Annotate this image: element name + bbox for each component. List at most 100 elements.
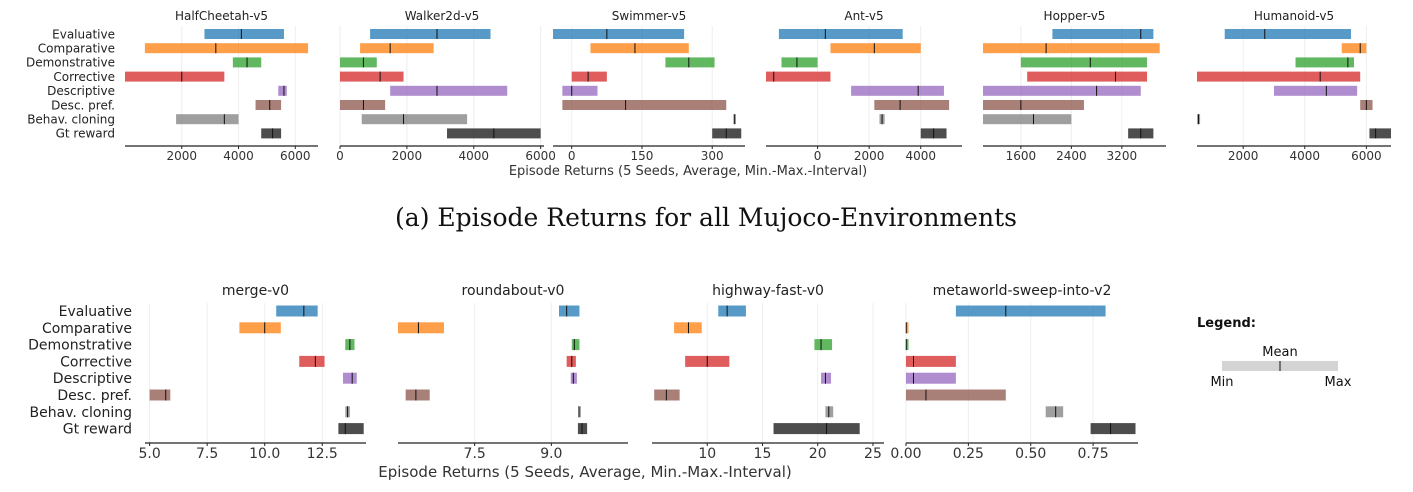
range-bar bbox=[906, 322, 909, 334]
method-label-bottom: Behav. cloning bbox=[30, 405, 132, 421]
range-bar bbox=[571, 339, 580, 351]
x-tick-label: 7.5 bbox=[464, 446, 486, 462]
x-tick-label: 25 bbox=[864, 446, 882, 462]
range-bar bbox=[340, 100, 386, 110]
x-tick-label: 300 bbox=[701, 149, 724, 163]
range-bar bbox=[814, 339, 833, 351]
x-tick-label: 1600 bbox=[1006, 149, 1037, 163]
range-bar bbox=[255, 100, 282, 110]
chart-ant-v5: Ant-v5 0 2000 4000 bbox=[766, 9, 962, 163]
range-bar bbox=[559, 305, 580, 317]
range-bar bbox=[299, 355, 325, 367]
method-label-bottom: Comparative bbox=[42, 321, 132, 337]
x-tick-label: 0.75 bbox=[1078, 446, 1109, 462]
x-tick-label: 3200 bbox=[1107, 149, 1138, 163]
x-tick-label: 2000 bbox=[854, 149, 885, 163]
x-tick-label: 4000 bbox=[1290, 149, 1321, 163]
chart-walker2d-v5: Walker2d-v5 0 2000 4000 6000 bbox=[336, 9, 556, 163]
range-bar bbox=[1369, 128, 1391, 139]
range-bar bbox=[553, 29, 685, 39]
x-tick-label: 4000 bbox=[905, 149, 936, 163]
method-label-bottom: Demonstrative bbox=[28, 338, 132, 354]
chart-title: Humanoid-v5 bbox=[1254, 9, 1334, 23]
method-label-top: Desc. pref. bbox=[51, 98, 115, 112]
x-tick-label: 6000 bbox=[1351, 149, 1382, 163]
range-bar bbox=[654, 389, 680, 401]
chart-title: highway-fast-v0 bbox=[712, 283, 824, 299]
chart-title: metaworld-sweep-into-v2 bbox=[933, 283, 1112, 299]
range-bar bbox=[906, 372, 956, 384]
range-bar bbox=[577, 423, 588, 435]
method-label-bottom: Corrective bbox=[60, 354, 132, 370]
figure-b-xlabel: Episode Returns (5 Seeds, Average, Min.-… bbox=[378, 463, 791, 481]
range-bar bbox=[1341, 43, 1367, 54]
range-bar bbox=[570, 372, 577, 384]
x-tick-label: 15 bbox=[754, 446, 772, 462]
range-bar bbox=[390, 85, 508, 96]
range-bar bbox=[261, 128, 282, 139]
range-bar bbox=[821, 372, 831, 384]
legend-max-label: Max bbox=[1325, 375, 1352, 390]
figure-a-xlabel: Episode Returns (5 Seeds, Average, Min.-… bbox=[509, 164, 867, 179]
method-label-bottom: Gt reward bbox=[63, 422, 132, 438]
range-bar bbox=[342, 372, 357, 384]
range-bar bbox=[278, 85, 287, 96]
chart-metaworld-sweep-into-v2: metaworld-sweep-into-v2 0.00 0.25 0.50 0.75 bbox=[890, 283, 1138, 462]
x-tick-label: 9.0 bbox=[540, 446, 562, 462]
range-bar bbox=[405, 389, 430, 401]
legend-min-label: Min bbox=[1210, 375, 1233, 390]
range-bar bbox=[370, 29, 491, 39]
range-bar bbox=[781, 57, 818, 68]
range-bar bbox=[340, 57, 377, 68]
method-label-top: Gt reward bbox=[56, 127, 115, 141]
range-bar bbox=[1197, 71, 1361, 82]
method-label-bottom: Evaluative bbox=[59, 304, 132, 320]
range-bar bbox=[398, 322, 444, 334]
method-label-top: Corrective bbox=[53, 70, 115, 84]
method-label-top: Comparative bbox=[38, 42, 115, 56]
range-bar bbox=[906, 389, 1006, 401]
range-bar bbox=[874, 100, 950, 110]
chart-highway-fast-v0: highway-fast-v0 10 15 20 25 bbox=[652, 283, 884, 462]
range-bar bbox=[1224, 29, 1351, 39]
x-tick-label: 6000 bbox=[525, 149, 556, 163]
method-label-top: Descriptive bbox=[47, 84, 115, 98]
x-tick-label: 0 bbox=[814, 149, 822, 163]
range-bar bbox=[125, 71, 225, 82]
method-label-top: Demonstrative bbox=[26, 56, 115, 70]
x-tick-label: 4000 bbox=[223, 149, 254, 163]
chart-title: HalfCheetah-v5 bbox=[175, 9, 268, 23]
range-bar bbox=[1295, 57, 1355, 68]
range-bar bbox=[338, 423, 364, 435]
x-tick-label: 2000 bbox=[166, 149, 197, 163]
range-bar bbox=[571, 71, 607, 82]
figure-a-caption: (a) Episode Returns for all Mujoco-Envir… bbox=[395, 203, 1017, 232]
range-bar bbox=[239, 322, 281, 334]
method-label-bottom: Descriptive bbox=[53, 371, 132, 387]
chart-hopper-v5: Hopper-v5 1600 2400 3200 bbox=[983, 9, 1166, 163]
chart-merge-v0: merge-v0 5.0 7.5 10.0 12.5 bbox=[138, 283, 366, 462]
x-tick-label: 2000 bbox=[392, 149, 423, 163]
x-tick-label: 12.5 bbox=[307, 446, 338, 462]
chart-title: Hopper-v5 bbox=[1044, 9, 1106, 23]
x-tick-label: 20 bbox=[809, 446, 827, 462]
range-bar bbox=[825, 406, 834, 418]
x-tick-label: 2000 bbox=[1228, 149, 1259, 163]
chart-halfcheetah-v5: HalfCheetah-v5 2000 4000 6000 bbox=[125, 9, 318, 163]
range-bar bbox=[276, 305, 318, 317]
range-bar bbox=[176, 114, 239, 125]
method-label-top: Evaluative bbox=[52, 27, 115, 41]
chart-title: roundabout-v0 bbox=[462, 283, 565, 299]
x-tick-label: 0.50 bbox=[1015, 446, 1046, 462]
range-bar bbox=[1045, 406, 1064, 418]
x-tick-label: 0.00 bbox=[890, 446, 921, 462]
range-bar bbox=[590, 43, 689, 54]
range-bar bbox=[718, 305, 746, 317]
x-tick-label: 0 bbox=[336, 149, 344, 163]
range-bar bbox=[955, 305, 1106, 317]
x-tick-label: 0 bbox=[568, 149, 576, 163]
legend-mean-label: Mean bbox=[1262, 345, 1297, 360]
range-bar bbox=[766, 71, 831, 82]
